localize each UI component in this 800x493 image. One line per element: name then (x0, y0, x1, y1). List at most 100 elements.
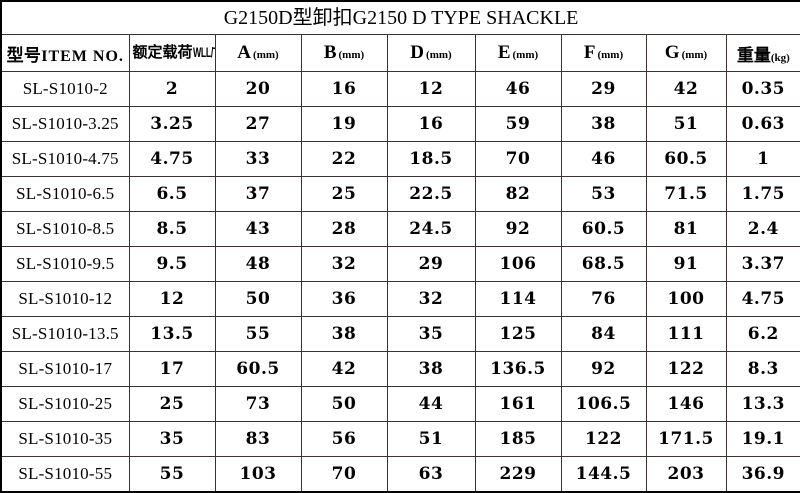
dim-b-letter: B (323, 42, 337, 63)
table-row: SL-S1010-2 2 20 16 12 46 29 42 0.35 (0, 71, 800, 107)
table-body: SL-S1010-2 2 20 16 12 46 29 42 0.35 SL-S1010-3.25… (0, 71, 800, 493)
cell-g: 100 (645, 281, 727, 317)
cell-weight: 1 (725, 141, 800, 177)
table-row: SL-S1010-17 17 60.5 42 38 136.5 92 122 8.3 (0, 351, 800, 387)
table-title-cell: G2150D型卸扣G2150 D TYPE SHACKLE (1, 1, 800, 35)
cell-g: 81 (645, 211, 727, 247)
cell-f: 144.5 (560, 456, 647, 493)
cell-b: 50 (300, 386, 388, 422)
cell-wll: 35 (128, 421, 216, 457)
table-row: SL-S1010-35 35 83 56 51 185 122 171.5 19.1 (0, 421, 800, 457)
table-row: SL-S1010-9.5 9.5 48 32 29 106 68.5 91 3.37 (0, 246, 800, 282)
cell-item-no: SL-S1010-35 (0, 421, 130, 457)
column-header-dim-b: B (mm) (300, 34, 388, 72)
cell-g: 71.5 (645, 176, 727, 212)
cell-f: 46 (560, 141, 647, 177)
cell-weight: 36.9 (725, 456, 800, 493)
column-header-dim-g: G (mm) (645, 34, 727, 72)
cell-weight: 0.63 (725, 106, 800, 142)
cell-b: 38 (300, 316, 388, 352)
cell-wll: 13.5 (128, 316, 216, 352)
column-header-dim-a: A (mm) (214, 34, 302, 72)
dim-f-letter: F (583, 42, 596, 63)
cell-e: 125 (474, 316, 562, 352)
cell-a: 50 (214, 281, 302, 317)
cell-g: 51 (645, 106, 727, 142)
cell-e: 82 (474, 176, 562, 212)
cell-g: 60.5 (645, 141, 727, 177)
cell-g: 42 (645, 71, 727, 107)
dim-a-letter: A (237, 42, 252, 63)
cell-d: 22.5 (386, 176, 476, 212)
table-header-row: 型号ITEM NO. 额定载荷WLL/T A (mm) B (mm) D (mm) (0, 34, 800, 72)
cell-f: 76 (560, 281, 647, 317)
table-row: SL-S1010-6.5 6.5 37 25 22.5 82 53 71.5 1.75 (0, 176, 800, 212)
column-header-dim-e: E (mm) (474, 34, 562, 72)
dim-f-unit: (mm) (597, 49, 624, 61)
cell-a: 33 (214, 141, 302, 177)
cell-g: 91 (645, 246, 727, 282)
cell-d: 44 (386, 386, 476, 422)
cell-d: 29 (386, 246, 476, 282)
cell-g: 111 (645, 316, 727, 352)
cell-item-no: SL-S1010-2 (0, 71, 130, 107)
cell-wll: 12 (128, 281, 216, 317)
cell-g: 146 (645, 386, 727, 422)
cell-g: 171.5 (645, 421, 727, 457)
cell-weight: 0.35 (725, 71, 800, 107)
cell-a: 27 (214, 106, 302, 142)
cell-e: 136.5 (474, 351, 562, 387)
cell-weight: 4.75 (725, 281, 800, 317)
dim-g-unit: (mm) (681, 49, 708, 61)
item-no-latin-label: ITEM NO. (41, 47, 124, 65)
cell-weight: 2.4 (725, 211, 800, 247)
cell-a: 20 (214, 71, 302, 107)
cell-item-no: SL-S1010-8.5 (0, 211, 130, 247)
weight-cjk-label: 重量 (736, 45, 771, 66)
cell-d: 18.5 (386, 141, 476, 177)
cell-a: 83 (214, 421, 302, 457)
weight-unit-label: (kg) (770, 51, 790, 64)
cell-item-no: SL-S1010-6.5 (0, 176, 130, 212)
cell-b: 16 (300, 71, 388, 107)
cell-a: 103 (214, 456, 302, 493)
cell-a: 55 (214, 316, 302, 352)
cell-e: 59 (474, 106, 562, 142)
table-row: SL-S1010-25 25 73 50 44 161 106.5 146 13.3 (0, 386, 800, 422)
cell-weight: 13.3 (725, 386, 800, 422)
column-header-item-no: 型号ITEM NO. (0, 34, 130, 72)
cell-f: 38 (560, 106, 647, 142)
cell-wll: 3.25 (128, 106, 216, 142)
cell-b: 25 (300, 176, 388, 212)
cell-e: 229 (474, 456, 562, 493)
cell-b: 19 (300, 106, 388, 142)
cell-d: 16 (386, 106, 476, 142)
cell-wll: 25 (128, 386, 216, 422)
cell-weight: 3.37 (725, 246, 800, 282)
cell-d: 12 (386, 71, 476, 107)
item-no-cjk-label: 型号 (6, 45, 42, 66)
cell-g: 203 (645, 456, 727, 493)
column-header-wll: 额定载荷WLL/T (128, 34, 216, 72)
cell-d: 63 (386, 456, 476, 493)
cell-d: 32 (386, 281, 476, 317)
cell-e: 106 (474, 246, 562, 282)
wll-cjk-label: 额定载荷 (132, 43, 193, 61)
cell-wll: 8.5 (128, 211, 216, 247)
cell-a: 60.5 (214, 351, 302, 387)
table-row: SL-S1010-8.5 8.5 43 28 24.5 92 60.5 81 2.4 (0, 211, 800, 247)
dim-e-unit: (mm) (512, 49, 539, 61)
dim-e-letter: E (497, 42, 511, 63)
dim-b-unit: (mm) (338, 49, 365, 61)
column-header-dim-d: D (mm) (386, 34, 476, 72)
table-row: SL-S1010-4.75 4.75 33 22 18.5 70 46 60.5 1 (0, 141, 800, 177)
cell-weight: 6.2 (725, 316, 800, 352)
cell-a: 37 (214, 176, 302, 212)
cell-item-no: SL-S1010-4.75 (0, 141, 130, 177)
cell-b: 32 (300, 246, 388, 282)
cell-wll: 17 (128, 351, 216, 387)
cell-e: 185 (474, 421, 562, 457)
cell-a: 73 (214, 386, 302, 422)
